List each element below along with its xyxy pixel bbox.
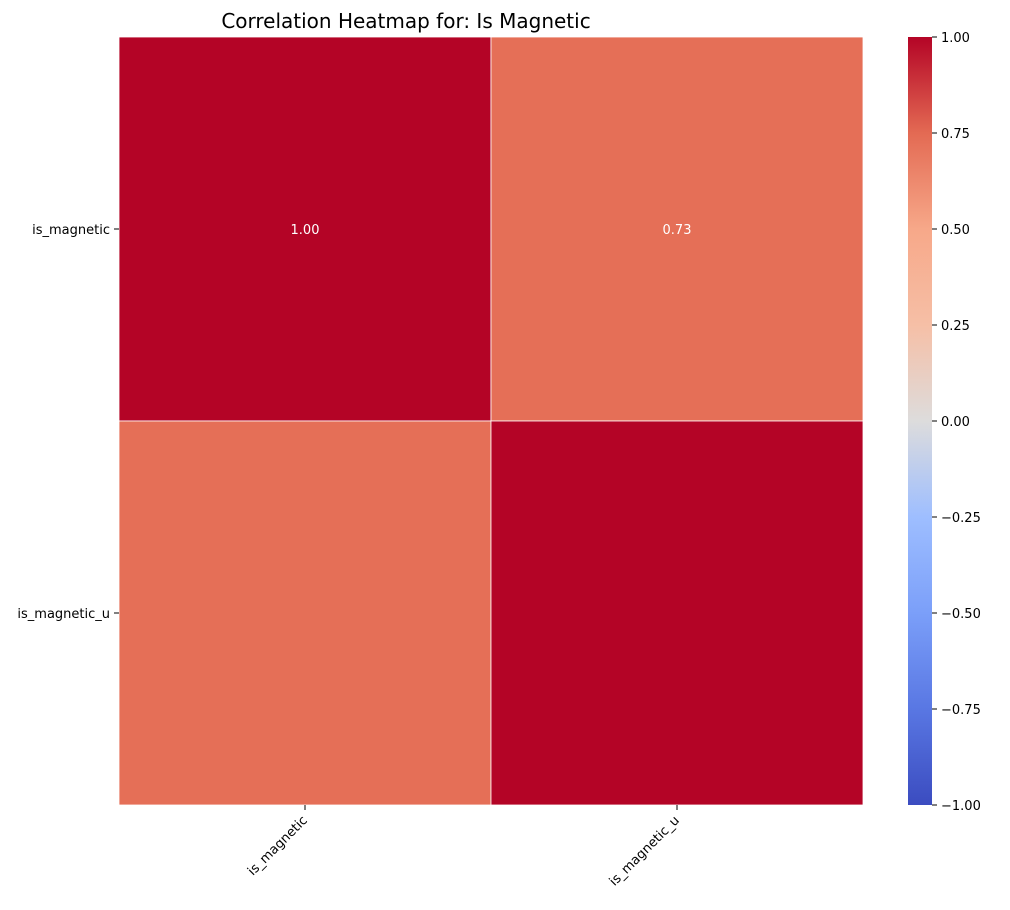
colorbar-tick-label-1: 0.75 — [941, 127, 970, 142]
colorbar-tick-label-7: −0.75 — [941, 703, 981, 718]
colorbar-tick-label-4: 0.00 — [941, 415, 970, 430]
colorbar-tick-label-8: −1.00 — [941, 799, 981, 814]
x-tick-label-0: is_magnetic — [245, 813, 311, 879]
heatmap-cell-0-0 — [118, 36, 492, 422]
heatmap-cell-1-0 — [118, 420, 492, 806]
x-axis: is_magnetic is_magnetic_u — [245, 805, 683, 889]
x-tick-label-1: is_magnetic_u — [607, 813, 683, 889]
colorbar-tick-label-5: −0.25 — [941, 511, 981, 526]
y-tick-label-1: is_magnetic_u — [17, 607, 110, 622]
heatmap-cells — [118, 36, 864, 806]
colorbar-tick-label-3: 0.25 — [941, 319, 970, 334]
y-tick-label-0: is_magnetic — [32, 223, 110, 238]
heatmap-cell-0-1 — [490, 36, 864, 422]
colorbar-tick-label-6: −0.50 — [941, 607, 981, 622]
heatmap-cell-labels: 1.00 0.73 — [291, 223, 692, 238]
colorbar-gradient-bar — [908, 37, 932, 805]
cell-value-label-0-0: 1.00 — [291, 223, 320, 238]
colorbar-tick-label-0: 1.00 — [941, 31, 970, 46]
heatmap-cell-1-1 — [490, 420, 864, 806]
chart-title: Correlation Heatmap for: Is Magnetic — [221, 9, 590, 33]
y-axis: is_magnetic is_magnetic_u — [17, 223, 119, 622]
colorbar-tick-label-2: 0.50 — [941, 223, 970, 238]
cell-value-label-0-1: 0.73 — [663, 223, 692, 238]
colorbar: 1.00 0.75 0.50 0.25 0.00 −0.25 −0.50 −0.75 −1.00 — [908, 31, 981, 814]
